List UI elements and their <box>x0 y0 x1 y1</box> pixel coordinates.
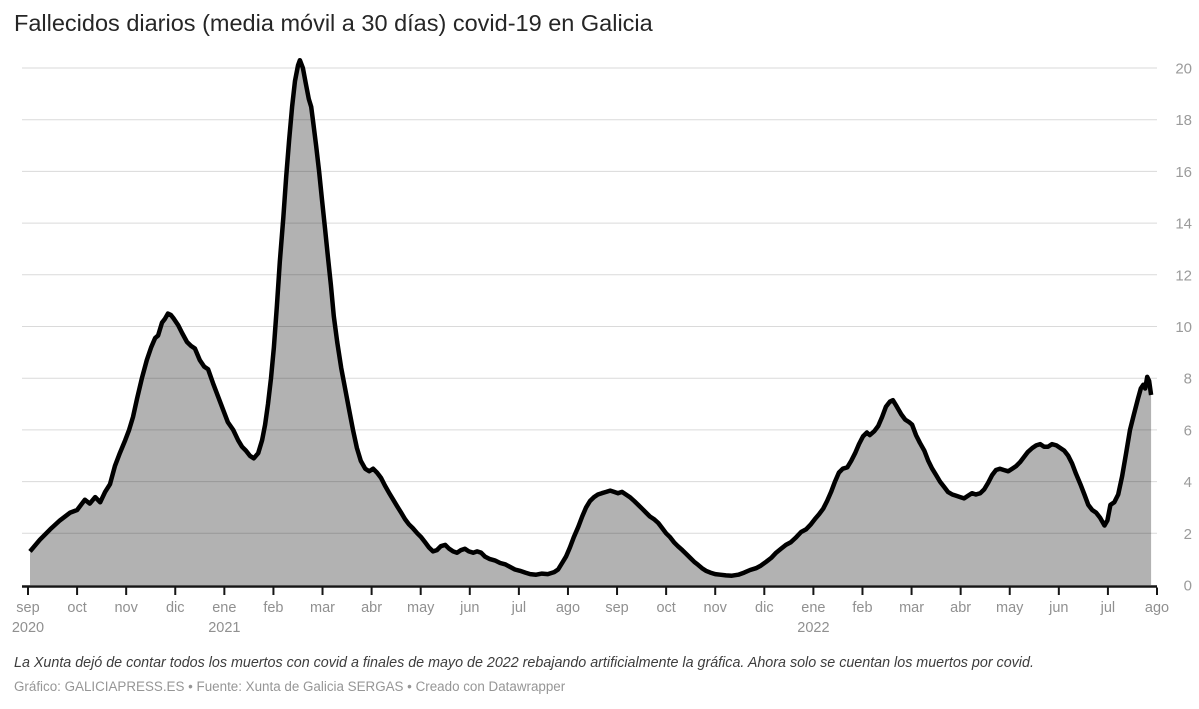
x-axis: sep 2020 oct nov dic ene 2021 feb mar abr may jun ju… <box>12 585 1169 636</box>
svg-text:2020: 2020 <box>12 620 44 636</box>
svg-text:ago: ago <box>556 600 580 616</box>
svg-text:2: 2 <box>1184 526 1192 543</box>
svg-text:mar: mar <box>310 600 335 616</box>
svg-text:feb: feb <box>263 600 283 616</box>
svg-text:20: 20 <box>1175 61 1192 78</box>
svg-text:ene: ene <box>212 600 236 616</box>
svg-text:abr: abr <box>361 600 382 616</box>
svg-text:mar: mar <box>899 600 924 616</box>
svg-text:oct: oct <box>656 600 675 616</box>
svg-text:jun: jun <box>1048 600 1068 616</box>
y-axis-labels: 0 2 4 6 8 10 12 14 16 18 20 <box>1175 61 1192 595</box>
chart-title: Fallecidos diarios (media móvil a 30 día… <box>14 10 653 36</box>
svg-text:nov: nov <box>704 600 728 616</box>
svg-text:sep: sep <box>16 600 39 616</box>
svg-text:jul: jul <box>511 600 527 616</box>
svg-text:may: may <box>407 600 435 616</box>
svg-text:18: 18 <box>1175 112 1192 129</box>
svg-text:nov: nov <box>114 600 138 616</box>
svg-text:may: may <box>996 600 1024 616</box>
svg-text:6: 6 <box>1184 422 1192 439</box>
svg-text:12: 12 <box>1175 267 1192 284</box>
svg-text:oct: oct <box>67 600 86 616</box>
svg-text:feb: feb <box>852 600 872 616</box>
data-line <box>28 57 1154 578</box>
svg-text:dic: dic <box>755 600 774 616</box>
svg-text:16: 16 <box>1175 164 1192 181</box>
svg-text:ago: ago <box>1145 600 1169 616</box>
svg-text:jul: jul <box>1100 600 1116 616</box>
svg-text:sep: sep <box>605 600 628 616</box>
svg-text:14: 14 <box>1175 216 1192 233</box>
svg-text:dic: dic <box>166 600 185 616</box>
svg-text:2022: 2022 <box>797 620 829 636</box>
svg-text:2021: 2021 <box>208 620 240 636</box>
chart-credit: Gráfico: GALICIAPRESS.ES • Fuente: Xunta… <box>14 679 566 694</box>
svg-text:10: 10 <box>1175 319 1192 336</box>
svg-text:4: 4 <box>1184 474 1192 491</box>
svg-text:ene: ene <box>801 600 825 616</box>
area-fill <box>30 60 1152 585</box>
svg-text:8: 8 <box>1184 371 1192 388</box>
chart-note: La Xunta dejó de contar todos los muerto… <box>14 655 1034 671</box>
svg-text:abr: abr <box>950 600 971 616</box>
svg-text:0: 0 <box>1184 578 1192 595</box>
svg-text:jun: jun <box>459 600 479 616</box>
